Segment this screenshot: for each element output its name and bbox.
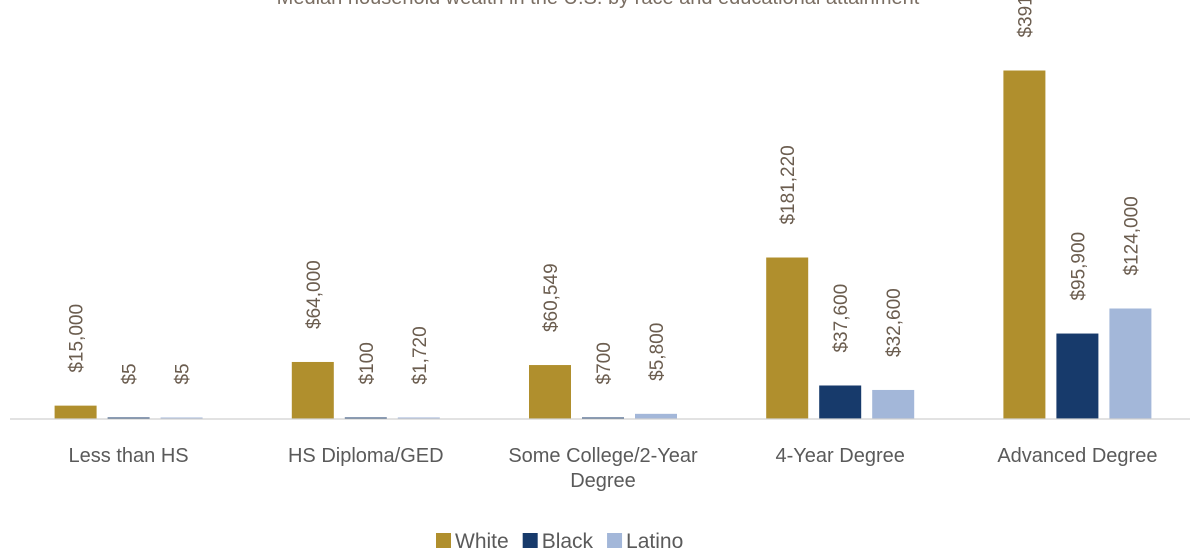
category-label-some-college-2-year-degree-line1: Some College/2-Year [508,445,698,467]
data-label-black-4-year-degree: $37,600 [831,284,852,353]
data-label-white-advanced-degree: $391,075 [1015,0,1036,38]
bar-black-less-than-hs [107,417,150,419]
data-label-white-less-than-hs: $15,000 [67,304,88,373]
data-label-white-4-year-degree: $181,220 [778,145,799,224]
category-label-4-year-degree: 4-Year Degree [776,445,905,467]
bar-latino-4-year-degree [872,389,915,419]
chart-title: Median household wealth in the U.S. by r… [277,0,920,9]
data-label-white-hs-diploma-ged: $64,000 [304,260,325,329]
legend-swatch-black [522,533,538,548]
category-label-some-college-2-year-degree-line2: Degree [570,470,636,492]
data-label-latino-4-year-degree: $32,600 [884,288,905,357]
category-labels-layer: Less than HS HS Diploma/GED Some College/2… [69,445,1158,492]
data-label-latino-hs-diploma-ged: $1,720 [410,326,431,384]
bar-latino-some-college-2-year-degree [635,413,677,419]
data-label-latino-advanced-degree: $124,000 [1121,196,1142,275]
data-label-latino-less-than-hs: $5 [173,363,194,384]
bar-latino-hs-diploma-ged [397,417,440,419]
bar-black-4-year-degree [819,385,862,419]
data-label-black-less-than-hs: $5 [120,363,141,384]
bar-white-hs-diploma-ged [291,361,334,419]
legend: White Black Latino [436,530,683,553]
category-label-less-than-hs: Less than HS [69,445,189,467]
data-label-black-hs-diploma-ged: $100 [357,342,378,384]
data-label-white-some-college-2-year-degree: $60,549 [541,263,562,332]
bar-white-less-than-hs [54,405,97,419]
bar-latino-advanced-degree [1109,308,1152,419]
bar-black-advanced-degree [1056,333,1099,419]
category-label-advanced-degree: Advanced Degree [997,445,1157,467]
bar-black-hs-diploma-ged [344,417,387,419]
bar-white-4-year-degree [766,257,809,419]
data-label-latino-some-college-2-year-degree: $5,800 [647,323,668,381]
bar-black-some-college-2-year-degree [582,417,624,419]
bars-layer [54,70,1152,419]
category-label-hs-diploma-ged: HS Diploma/GED [288,445,444,467]
legend-swatch-latino [607,533,623,548]
legend-swatch-white [436,533,451,548]
bar-white-some-college-2-year-degree [529,365,571,419]
legend-label-black: Black [542,530,594,553]
legend-label-white: White [455,530,509,553]
legend-label-latino: Latino [626,530,683,553]
bar-white-advanced-degree [1003,70,1046,419]
data-label-black-advanced-degree: $95,900 [1068,232,1089,301]
bar-latino-less-than-hs [160,417,203,419]
value-labels-layer: $15,000 $5 $5 $64,000 $100 $1,720 $60,549 $700 $… [67,0,1143,385]
data-label-black-some-college-2-year-degree: $700 [594,342,615,384]
